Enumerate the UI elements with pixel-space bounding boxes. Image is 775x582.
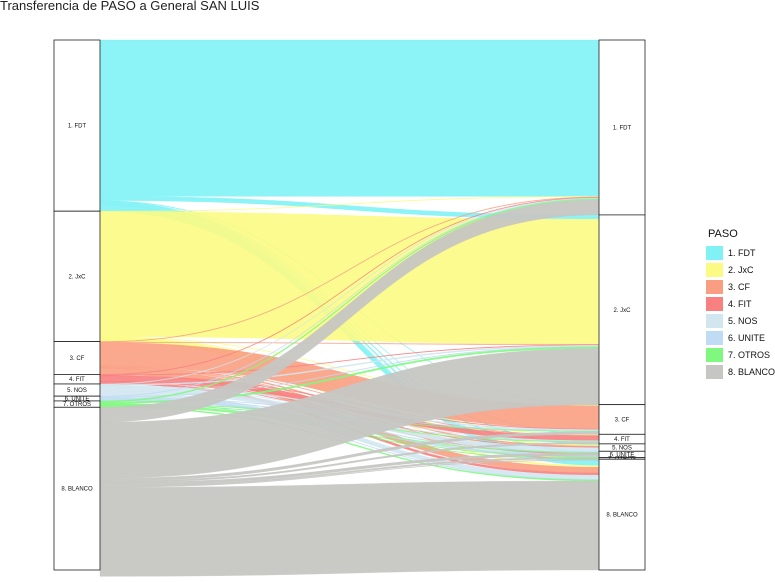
paso-stratum-label-1: 1. FDT: [68, 124, 87, 130]
legend-swatch: [706, 347, 723, 362]
flow-8-to-8: [99, 480, 600, 577]
legend-swatch: [706, 364, 723, 379]
general-stratum-label-5: 5. NOS: [612, 446, 632, 452]
general-stratum-label-3: 3. CF: [615, 417, 630, 423]
paso-stratum-1: [53, 39, 101, 212]
general-stratum-3: [598, 404, 646, 435]
legend-swatch: [706, 313, 723, 328]
legend-item-7: 7. OTROS: [706, 346, 775, 363]
general-stratum-2: [598, 214, 646, 406]
general-stratum-label-8: 8. BLANCO: [606, 513, 638, 519]
legend-item-5: 5. NOS: [706, 312, 775, 329]
paso-stratum-8: [53, 406, 101, 571]
legend-item-8: 8. BLANCO: [706, 363, 775, 380]
paso-stratum-label-4: 4. FIT: [69, 377, 85, 383]
paso-stratum-label-8: 8. BLANCO: [61, 487, 93, 493]
legend-swatch: [706, 245, 723, 260]
paso-stratum-3: [53, 341, 101, 375]
legend-item-2: 2. JxC: [706, 261, 775, 278]
legend-items: 1. FDT 2. JxC 3. CF 4. FIT 5. NOS 6. UNITE 7. …: [706, 244, 775, 380]
flow-2-to-2: [99, 211, 600, 345]
legend-swatch: [706, 262, 723, 277]
paso-stratum-label-5: 5. NOS: [67, 388, 87, 394]
paso-strata: 1. FDT 2. JxC 3. CF 4. FIT 5. NOS 6. UNITE7. …: [53, 39, 101, 571]
general-stratum-label-6: 6. UNITE: [610, 452, 635, 458]
paso-stratum-label-7: 7. OTROS: [63, 402, 91, 408]
legend-label: 8. BLANCO: [728, 366, 775, 377]
general-stratum-label-2: 2. JxC: [613, 308, 631, 314]
legend-label: 3. CF: [728, 281, 751, 292]
legend-item-4: 4. FIT: [706, 295, 775, 312]
legend-swatch: [706, 330, 723, 345]
general-stratum-label-4: 4. FIT: [614, 437, 630, 443]
legend-label: 5. NOS: [728, 315, 758, 326]
legend-item-3: 3. CF: [706, 278, 775, 295]
legend-label: 1. FDT: [728, 247, 756, 258]
flow-1-to-1: [99, 39, 600, 197]
legend-label: 6. UNITE: [728, 332, 766, 343]
legend-swatch: [706, 279, 723, 294]
legend-label: 7. OTROS: [728, 349, 771, 360]
general-stratum-8: [598, 458, 646, 571]
legend-title: PASO: [708, 228, 738, 240]
flow-group: [99, 39, 600, 577]
general-stratum-1: [598, 39, 646, 216]
legend-item-1: 1. FDT: [706, 244, 775, 261]
paso-stratum-label-2: 2. JxC: [68, 274, 86, 280]
chart-title: Transferencia de PASO a General SAN LUIS: [0, 0, 260, 13]
legend: PASO 1. FDT 2. JxC 3. CF 4. FIT 5. NOS 6. UNI…: [706, 228, 775, 380]
legend-label: 4. FIT: [728, 298, 752, 309]
paso-stratum-label-6: 6. UNITE: [65, 397, 90, 403]
legend-item-6: 6. UNITE: [706, 329, 775, 346]
legend-label: 2. JxC: [728, 264, 754, 275]
paso-stratum-label-3: 3. CF: [70, 356, 85, 362]
general-stratum-label-1: 1. FDT: [613, 125, 632, 131]
paso-stratum-2: [53, 210, 101, 342]
legend-swatch: [706, 296, 723, 311]
